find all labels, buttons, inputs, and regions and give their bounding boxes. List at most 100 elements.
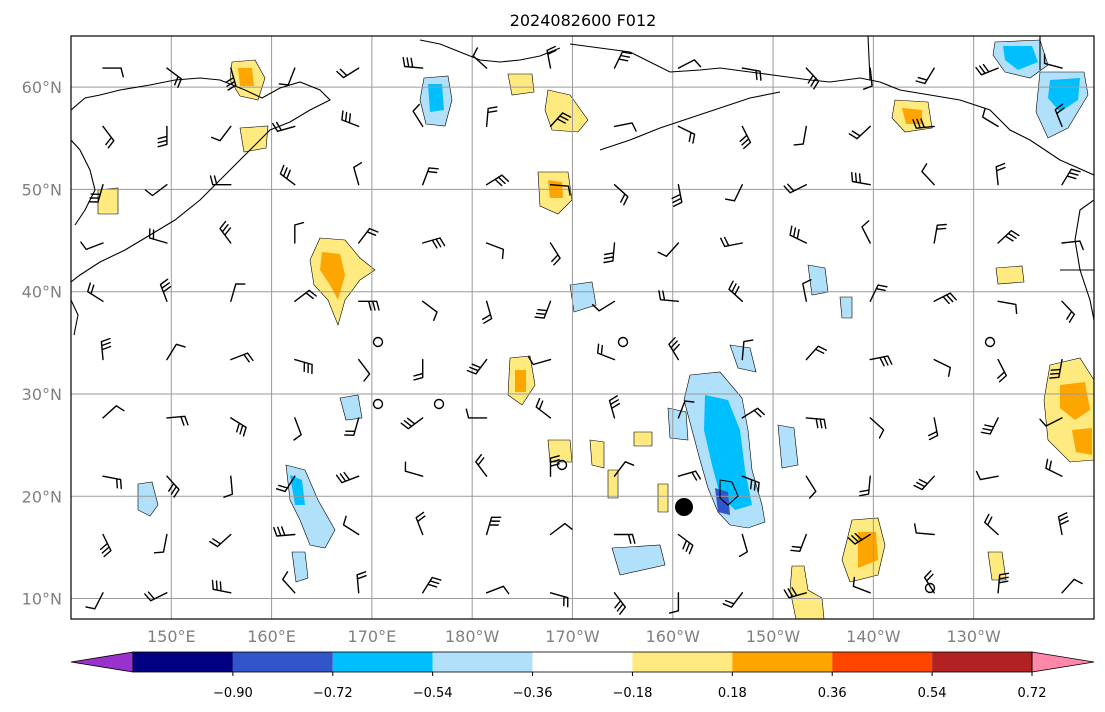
wind-barb-103 — [535, 398, 552, 419]
wind-barb-154 — [722, 592, 743, 608]
colorbar-segment-1 — [232, 652, 333, 672]
wind-barb-14 — [975, 63, 999, 76]
wind-barb-129 — [153, 533, 168, 554]
wind-barb-82 — [230, 352, 254, 363]
wind-barb-127 — [1045, 458, 1063, 477]
wind-barb-4 — [336, 67, 360, 79]
map-area — [71, 36, 1094, 619]
wind-barb-109 — [928, 417, 939, 441]
wind-barb-12 — [863, 67, 873, 90]
coastlines — [71, 36, 1094, 506]
colorbar-segment-3 — [432, 652, 533, 672]
wind-barb-51 — [294, 221, 305, 244]
wind-barb-65 — [159, 278, 172, 302]
colorbar-label-0: −0.90 — [213, 686, 253, 701]
wind-barb-153 — [669, 592, 680, 614]
wind-barb-96 — [102, 405, 125, 419]
wind-barb-124 — [859, 475, 871, 497]
wind-barb-48 — [80, 241, 104, 251]
wind-barb-86 — [466, 358, 488, 375]
wind-barb-68 — [358, 300, 380, 311]
wind-barb-5 — [402, 56, 424, 69]
wind-barb-41 — [671, 184, 683, 207]
wind-barb-33 — [144, 184, 168, 197]
wind-barb-69 — [422, 300, 438, 322]
wind-barb-126 — [975, 470, 999, 481]
wind-barb-104 — [608, 395, 621, 419]
wind-barb-50 — [219, 220, 232, 244]
wind-barb-28 — [848, 125, 871, 140]
map-frame — [70, 35, 1095, 620]
wind-barb-13 — [915, 67, 935, 85]
wind-barb-29 — [912, 118, 935, 129]
shaded-field — [97, 39, 1094, 619]
wind-barb-15 — [1043, 53, 1063, 69]
wind-barb-25 — [677, 125, 696, 144]
wind-barb-106 — [741, 407, 765, 419]
wind-barbs — [80, 45, 1084, 615]
wind-barb-158 — [997, 572, 1010, 594]
wind-barb-95 — [1049, 358, 1063, 379]
wind-barb-56 — [603, 242, 616, 264]
colorbar-segment-5 — [632, 652, 733, 672]
wind-barb-35 — [279, 164, 296, 186]
wind-barb-0 — [102, 67, 124, 78]
colorbar-segment-7 — [832, 652, 933, 672]
wind-barb-141 — [914, 523, 935, 536]
wind-barb-137 — [677, 533, 694, 555]
wind-barb-125 — [913, 475, 935, 491]
wind-barb-46 — [995, 162, 1006, 186]
wind-barb-115 — [275, 475, 296, 493]
lon-label-8: 130°W — [946, 627, 1001, 646]
wind-barb-146 — [211, 579, 232, 594]
wind-barb-53 — [422, 237, 446, 249]
colorbar-segment-6 — [732, 652, 833, 672]
colorbar-label-4: −0.18 — [613, 686, 653, 701]
wind-barb-78 — [997, 300, 1018, 315]
lat-label-1: 50°N — [22, 180, 62, 199]
longitude-labels: 150°E 160°E 170°E 180°W 170°W 160°W 150°W 140°W… — [147, 627, 1001, 646]
wind-barb-3 — [278, 67, 296, 86]
wind-barb-151 — [549, 592, 569, 608]
wind-barb-52 — [358, 227, 379, 244]
wind-barb-150 — [485, 585, 510, 595]
wind-barb-123 — [805, 475, 817, 499]
wind-barb-90 — [741, 339, 754, 361]
wind-barb-139 — [790, 533, 807, 552]
wind-barb-93 — [933, 358, 951, 377]
wind-barb-66 — [230, 283, 246, 302]
lat-label-3: 30°N — [22, 385, 62, 404]
lon-label-0: 150°E — [147, 627, 196, 646]
wind-barb-136 — [613, 533, 636, 544]
wind-barb-37 — [422, 167, 439, 186]
wind-barb-155 — [783, 587, 807, 599]
colorbar-label-2: −0.54 — [413, 686, 453, 701]
wind-barb-140 — [847, 532, 871, 545]
wind-barb-149 — [422, 576, 442, 594]
wind-barb-131 — [273, 526, 296, 537]
wind-barb-60 — [861, 220, 871, 244]
lat-label-2: 40°N — [22, 283, 62, 302]
wind-barb-157 — [923, 570, 935, 594]
wind-barb-39 — [549, 184, 571, 196]
wind-barb-85 — [413, 358, 424, 381]
wind-barb-76 — [869, 284, 888, 302]
lon-label-6: 150°W — [746, 627, 801, 646]
wind-barb-45 — [921, 163, 935, 186]
colorbar-segment-0 — [133, 652, 233, 672]
wind-barb-40 — [613, 184, 629, 206]
wind-barb-94 — [997, 358, 1007, 383]
wind-barb-142 — [984, 513, 999, 536]
calm-markers — [372, 336, 996, 594]
colorbar: −0.90 −0.72 −0.54 −0.36 −0.18 0.18 0.36 0.54 0.7… — [70, 651, 1095, 701]
wind-barb-57 — [657, 242, 680, 257]
lon-label-7: 140°W — [846, 627, 901, 646]
wind-barb-147 — [282, 571, 296, 594]
colorbar-label-7: 0.54 — [918, 686, 947, 701]
wind-barb-22 — [485, 106, 498, 128]
figure-title: 2024082600 F012 — [510, 11, 657, 30]
wind-barb-121 — [677, 470, 701, 481]
wind-barb-102 — [465, 408, 488, 419]
wind-barb-101 — [400, 417, 424, 430]
wind-barb-110 — [980, 417, 999, 435]
